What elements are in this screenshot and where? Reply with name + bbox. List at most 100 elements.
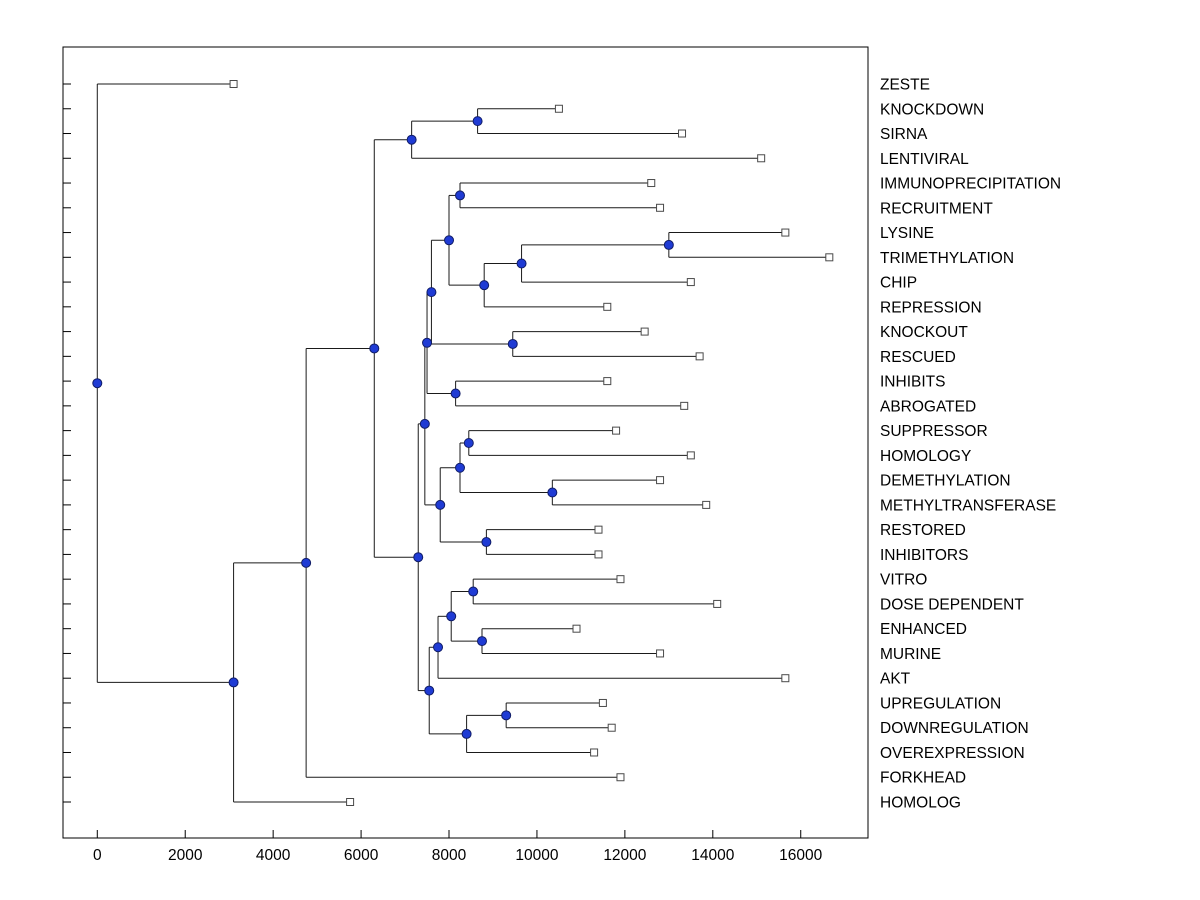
x-tick-label: 14000 (691, 847, 734, 864)
x-tick-label: 16000 (779, 847, 822, 864)
leaf-marker[interactable] (647, 179, 656, 188)
leaf-label: LYSINE (880, 225, 934, 242)
internal-node-marker[interactable] (481, 537, 492, 548)
leaf-label: LENTIVIRAL (880, 151, 969, 168)
leaf-marker[interactable] (554, 104, 563, 113)
leaf-marker[interactable] (594, 550, 603, 559)
internal-node-marker[interactable] (413, 552, 424, 563)
tree-nodes (92, 80, 834, 806)
leaf-label: UPREGULATION (880, 695, 1001, 712)
leaf-marker[interactable] (594, 525, 603, 534)
leaf-label: HOMOLOGY (880, 448, 971, 465)
leaf-marker[interactable] (656, 649, 665, 658)
leaf-marker[interactable] (656, 476, 665, 485)
leaf-label: IMMUNOPRECIPITATION (880, 176, 1061, 193)
leaf-marker[interactable] (572, 624, 581, 633)
internal-node-marker[interactable] (446, 611, 457, 622)
leaf-marker[interactable] (656, 203, 665, 212)
leaf-label: INHIBITS (880, 374, 945, 391)
internal-node-marker[interactable] (516, 258, 527, 269)
internal-node-marker[interactable] (547, 487, 558, 498)
leaf-label: DOWNREGULATION (880, 720, 1029, 737)
internal-node-marker[interactable] (476, 636, 487, 647)
leaf-label: MURINE (880, 646, 941, 663)
leaf-label: ABROGATED (880, 398, 976, 415)
leaf-label: INHIBITORS (880, 547, 968, 564)
internal-node-marker[interactable] (455, 190, 466, 201)
leaf-label: DEMETHYLATION (880, 473, 1011, 490)
internal-node-marker[interactable] (419, 418, 430, 429)
leaf-marker[interactable] (686, 278, 695, 287)
leaf-label: OVEREXPRESSION (880, 745, 1025, 762)
x-tick-label: 12000 (603, 847, 646, 864)
leaf-marker[interactable] (781, 674, 790, 683)
leaf-marker[interactable] (229, 80, 238, 88)
internal-node-marker[interactable] (450, 388, 461, 399)
leaf-label: VITRO (880, 572, 927, 589)
leaf-marker[interactable] (640, 327, 649, 336)
leaf-marker[interactable] (678, 129, 687, 138)
internal-node-marker[interactable] (455, 462, 466, 473)
internal-node-marker[interactable] (422, 337, 433, 348)
leaf-label: TRIMETHYLATION (880, 250, 1014, 267)
leaf-label: AKT (880, 671, 911, 688)
leaf-marker[interactable] (825, 253, 834, 262)
leaf-marker[interactable] (612, 426, 621, 435)
leaf-label: HOMOLOG (880, 795, 961, 812)
leaf-marker[interactable] (680, 401, 689, 410)
axes: 0 2000 4000 6000 8000 10000 12000 14000 16000 (63, 83, 823, 864)
internal-node-marker[interactable] (301, 557, 312, 568)
internal-node-marker[interactable] (424, 685, 435, 696)
internal-node-marker[interactable] (228, 677, 239, 688)
internal-node-marker[interactable] (479, 280, 490, 291)
internal-node-marker[interactable] (507, 338, 518, 349)
leaf-marker[interactable] (603, 377, 612, 386)
leaf-marker[interactable] (757, 154, 766, 163)
internal-node-marker[interactable] (433, 642, 444, 653)
x-tick-label: 2000 (168, 847, 203, 864)
leaf-marker[interactable] (781, 228, 790, 237)
internal-node-marker[interactable] (444, 235, 455, 246)
internal-node-marker[interactable] (501, 710, 512, 721)
leaf-marker[interactable] (713, 599, 722, 608)
leaf-marker[interactable] (695, 352, 704, 361)
leaf-marker[interactable] (702, 500, 711, 509)
leaf-label: SIRNA (880, 126, 928, 143)
x-tick-label: 4000 (256, 847, 291, 864)
leaf-marker[interactable] (616, 575, 625, 584)
leaf-label: KNOCKOUT (880, 324, 968, 341)
x-tick-label: 8000 (432, 847, 467, 864)
leaf-marker[interactable] (686, 451, 695, 460)
leaf-marker[interactable] (607, 723, 616, 732)
leaf-labels: ZESTE KNOCKDOWN SIRNA LENTIVIRAL IMMUNOPRECI… (880, 77, 1061, 812)
internal-node-marker[interactable] (406, 134, 417, 145)
internal-node-marker[interactable] (369, 343, 380, 354)
internal-node-marker[interactable] (435, 499, 446, 510)
leaf-label: CHIP (880, 275, 917, 292)
internal-node-marker[interactable] (468, 586, 479, 597)
internal-node-marker[interactable] (461, 728, 472, 739)
internal-node-marker[interactable] (463, 438, 474, 448)
leaf-label: RESCUED (880, 349, 956, 366)
leaf-label: REPRESSION (880, 299, 982, 316)
leaf-label: DOSE DEPENDENT (880, 596, 1024, 613)
leaf-label: RECRUITMENT (880, 200, 993, 217)
x-tick-label: 0 (93, 847, 102, 864)
internal-node-marker[interactable] (663, 239, 674, 250)
leaf-marker[interactable] (616, 773, 625, 782)
internal-node-marker[interactable] (426, 287, 437, 298)
internal-node-marker[interactable] (92, 378, 103, 389)
internal-node-marker[interactable] (472, 116, 483, 127)
leaf-label: ZESTE (880, 77, 930, 94)
leaf-marker[interactable] (598, 698, 607, 707)
leaf-label: FORKHEAD (880, 770, 966, 787)
leaf-marker[interactable] (590, 748, 599, 757)
leaf-marker[interactable] (603, 302, 612, 311)
leaf-label: RESTORED (880, 522, 966, 539)
x-tick-label: 10000 (515, 847, 558, 864)
leaf-label: ENHANCED (880, 621, 967, 638)
leaf-label: KNOCKDOWN (880, 101, 984, 118)
leaf-marker[interactable] (346, 798, 355, 806)
